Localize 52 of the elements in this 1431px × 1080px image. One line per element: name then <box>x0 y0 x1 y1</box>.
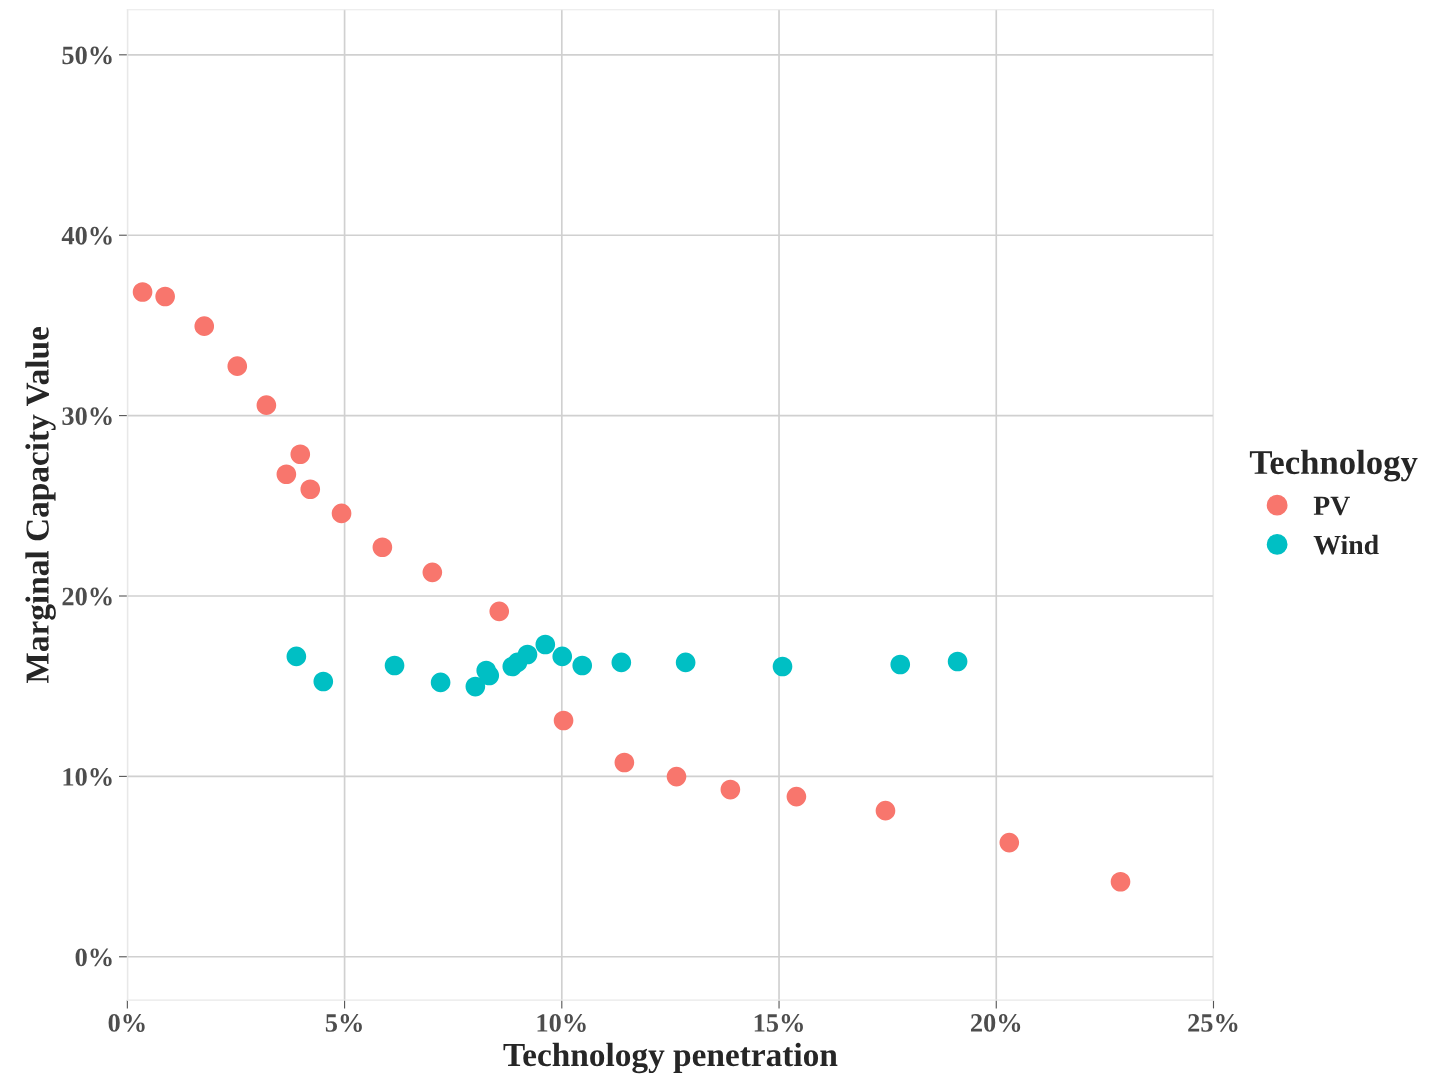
point <box>422 562 443 583</box>
point <box>276 464 297 485</box>
x-tick-label: 20% <box>970 1014 1021 1032</box>
point <box>489 601 510 622</box>
point <box>465 676 486 697</box>
x-tick-label: 15% <box>754 1014 803 1032</box>
x-tick-label: 0% <box>108 1014 145 1032</box>
x-axis-title: Technology penetration <box>503 1042 838 1074</box>
x-tick-label: 10% <box>537 1014 586 1032</box>
point <box>194 316 215 336</box>
x-tick-label: 25% <box>1188 1014 1238 1032</box>
point <box>430 672 451 693</box>
y-tick-label: 40% <box>61 226 112 245</box>
point <box>786 786 807 807</box>
point <box>675 652 696 673</box>
y-tick-label: 20% <box>62 587 112 606</box>
point <box>572 655 593 676</box>
x-tick-label: 5% <box>325 1014 362 1032</box>
point <box>313 671 334 692</box>
point <box>286 646 307 667</box>
point <box>290 444 311 465</box>
point <box>553 710 574 731</box>
point <box>517 644 538 665</box>
point <box>535 634 556 655</box>
point <box>1110 871 1131 892</box>
point <box>227 356 248 376</box>
point <box>300 479 321 500</box>
y-tick-label: 30% <box>62 407 112 426</box>
legend-label: PV <box>1313 496 1350 516</box>
point <box>331 503 352 524</box>
point <box>890 654 911 675</box>
point <box>614 752 635 773</box>
point <box>132 282 153 302</box>
y-tick-label: 10% <box>63 768 112 786</box>
y-axis-title: Marginal Capacity Value <box>25 327 56 684</box>
point <box>479 665 500 686</box>
point <box>155 286 175 307</box>
point <box>666 766 687 787</box>
y-tick-label: 0% <box>75 948 112 967</box>
point <box>947 651 968 672</box>
point <box>720 779 741 800</box>
point <box>611 652 632 673</box>
point <box>999 832 1020 853</box>
legend-title: Technology <box>1249 449 1418 482</box>
point <box>772 656 793 677</box>
point <box>372 537 393 558</box>
legend-label: Wind <box>1313 534 1379 555</box>
point <box>384 655 405 676</box>
y-tick-label: 50% <box>62 46 112 65</box>
point <box>552 646 573 667</box>
point <box>875 800 896 821</box>
point <box>256 395 277 415</box>
